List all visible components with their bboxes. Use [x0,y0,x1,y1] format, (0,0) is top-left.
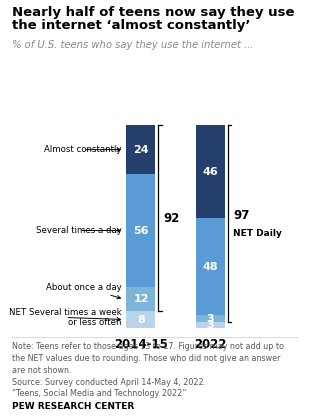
Text: 56: 56 [133,226,149,236]
Text: 97: 97 [233,209,249,222]
Text: 12: 12 [133,294,149,304]
Text: “Teens, Social Media and Technology 2022”: “Teens, Social Media and Technology 2022… [12,389,187,398]
Text: Source: Survey conducted April 14-May 4, 2022.: Source: Survey conducted April 14-May 4,… [12,378,206,386]
Text: About once a day: About once a day [46,283,122,299]
Bar [196,126,225,218]
Text: Almost constantly: Almost constantly [44,145,122,154]
Text: 2014-15: 2014-15 [114,338,168,351]
Bar [196,322,225,328]
Text: 3: 3 [206,313,214,323]
Text: Nearly half of teens now say they use: Nearly half of teens now say they use [12,6,295,19]
Text: 48: 48 [202,262,218,272]
Text: 24: 24 [133,144,149,155]
Text: PEW RESEARCH CENTER: PEW RESEARCH CENTER [12,402,135,411]
Bar [126,174,155,287]
Text: 8: 8 [137,315,145,325]
Bar [126,311,155,328]
Bar [126,287,155,311]
Text: % of U.S. teens who say they use the internet ...: % of U.S. teens who say they use the int… [12,40,254,50]
Text: 92: 92 [163,212,180,225]
Text: 46: 46 [202,167,218,177]
Bar [196,218,225,315]
Text: Note: Teens refer to those ages 13 to 17. Figures may not add up to: Note: Teens refer to those ages 13 to 17… [12,342,284,351]
Text: 2022: 2022 [194,338,227,351]
Bar [126,126,155,174]
Text: are not shown.: are not shown. [12,366,72,375]
Text: the internet ‘almost constantly’: the internet ‘almost constantly’ [12,19,251,32]
Text: 3: 3 [206,320,214,330]
Text: NET Several times a week
or less often: NET Several times a week or less often [9,308,122,327]
Text: Several times a day: Several times a day [36,226,122,235]
Bar [196,315,225,322]
Text: NET Daily: NET Daily [233,229,282,238]
Text: the NET values due to rounding. Those who did not give an answer: the NET values due to rounding. Those wh… [12,354,281,363]
